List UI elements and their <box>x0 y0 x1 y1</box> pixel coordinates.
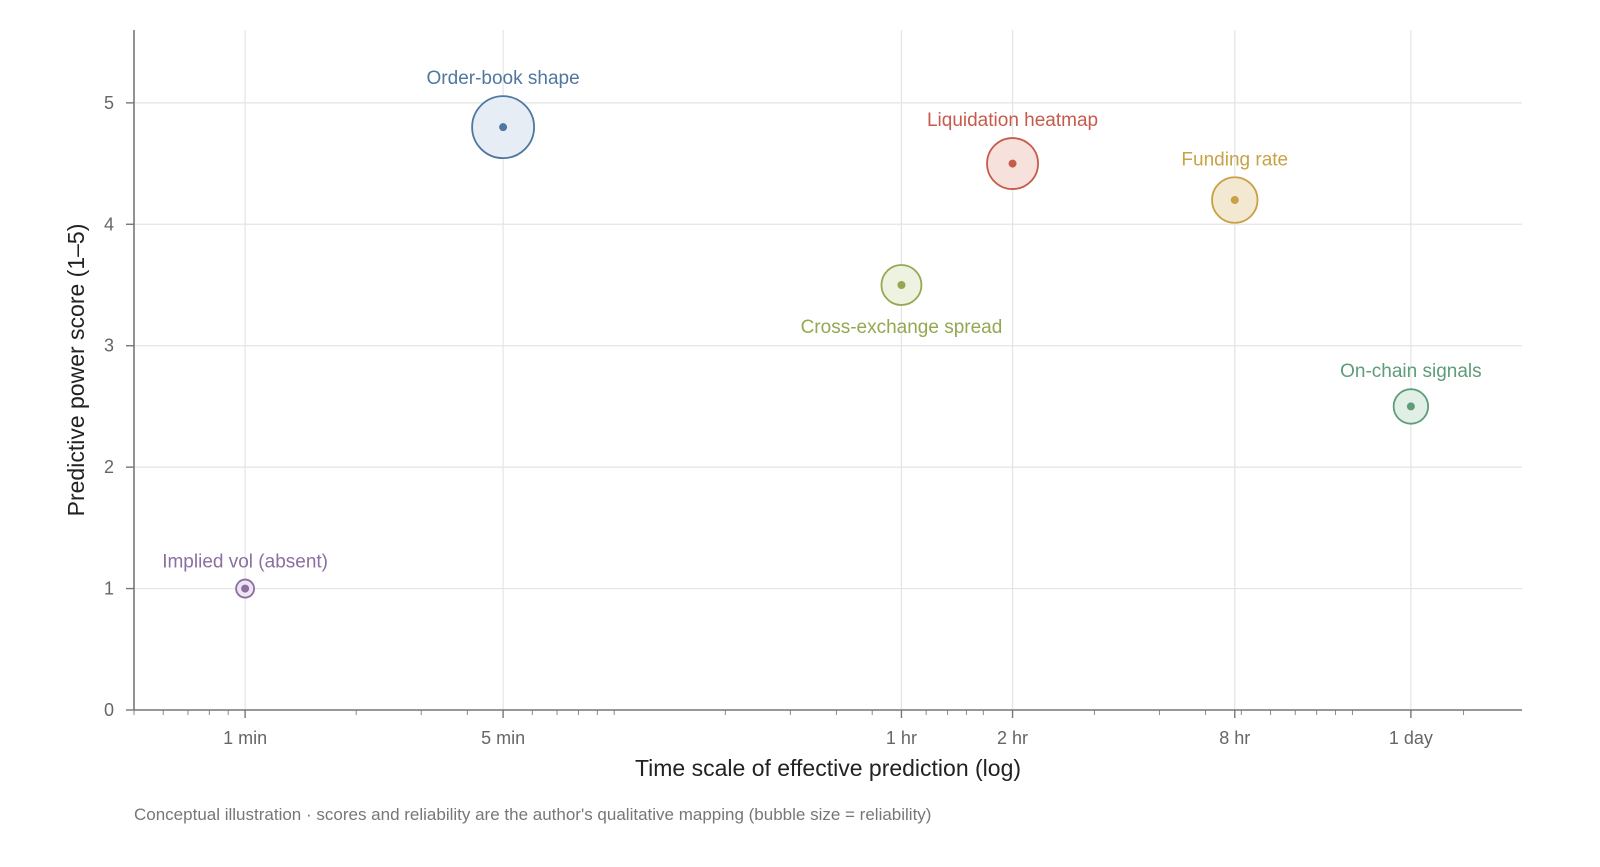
caption-note: Conceptual illustration · scores and rel… <box>134 805 931 824</box>
bubble-center-dot <box>1230 196 1239 204</box>
x-tick-label: 8 hr <box>1219 728 1250 748</box>
bubble-label: Order-book shape <box>427 68 580 89</box>
x-axis-title: Time scale of effective prediction (log) <box>635 755 1021 781</box>
x-tick-label: 1 min <box>223 728 267 748</box>
x-tick-label: 5 min <box>481 728 525 748</box>
y-tick-label: 4 <box>104 214 114 234</box>
x-tick-label: 1 day <box>1389 728 1433 748</box>
bubble-label: Liquidation heatmap <box>927 110 1098 131</box>
y-tick-label: 2 <box>104 457 114 477</box>
y-tick-label: 5 <box>104 93 114 113</box>
x-tick-label: 1 hr <box>886 728 917 748</box>
bubble-label: Cross-exchange spread <box>801 317 1003 338</box>
bubble-center-dot <box>241 584 250 593</box>
y-tick-label: 1 <box>104 579 114 599</box>
bubble-label: Implied vol (absent) <box>162 552 328 573</box>
y-axis-title: Predictive power score (1–5) <box>63 224 89 517</box>
bubble-center-dot <box>499 123 508 132</box>
bubbles-layer: Implied vol (absent) Order-book shape Cros… <box>162 68 1482 599</box>
grid-layer <box>134 30 1522 710</box>
bubble-label: Funding rate <box>1181 149 1288 170</box>
x-tick-label: 2 hr <box>997 728 1028 748</box>
y-tick-label: 3 <box>104 336 114 356</box>
bubble-center-dot <box>897 281 906 289</box>
bubble-center-dot <box>1406 402 1415 411</box>
bubble-label: On-chain signals <box>1340 361 1482 382</box>
bubble-center-dot <box>1008 159 1017 168</box>
y-tick-label: 0 <box>104 700 114 720</box>
axes-layer: 0 1 2 3 4 5 1 min 5 min 1 hr 2 hr 8 hr 1 day <box>104 30 1522 748</box>
